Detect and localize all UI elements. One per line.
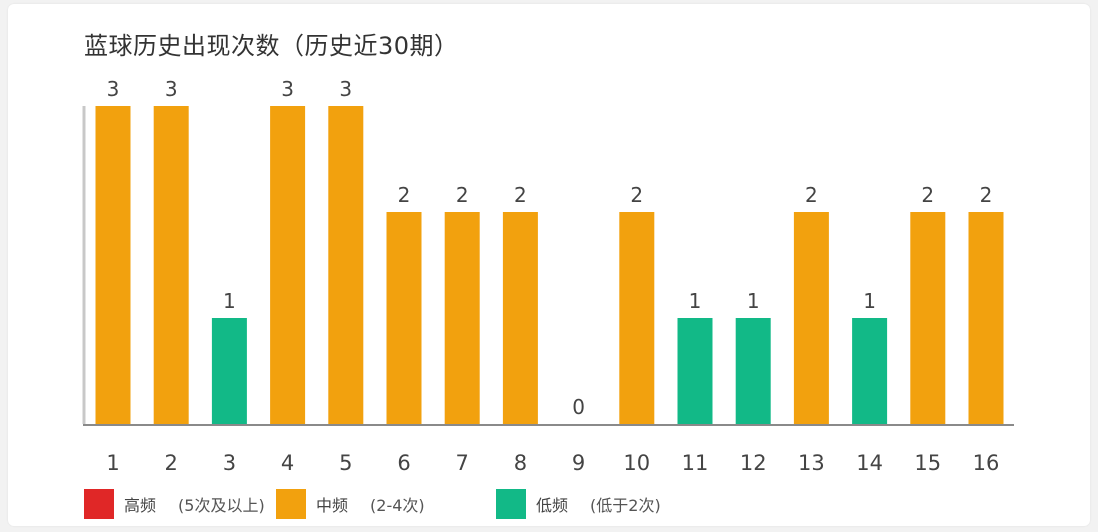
- bar-14: [852, 318, 888, 424]
- x-tick-label-3: 3: [223, 451, 236, 475]
- x-tick-label-6: 6: [397, 451, 410, 475]
- data-label-15: 2: [921, 183, 934, 207]
- data-label-7: 2: [456, 183, 469, 207]
- data-label-1: 3: [107, 77, 120, 101]
- bar-2: [153, 106, 189, 424]
- legend-range-high: (5次及以上): [178, 496, 265, 515]
- data-label-5: 3: [339, 77, 352, 101]
- bar-13: [793, 212, 829, 424]
- data-label-13: 2: [805, 183, 818, 207]
- x-tick-label-16: 16: [973, 451, 1000, 475]
- data-label-2: 3: [165, 77, 178, 101]
- legend-item-high: 高频 (5次及以上): [84, 489, 265, 519]
- data-label-11: 1: [689, 289, 702, 313]
- data-label-3: 1: [223, 289, 236, 313]
- legend-label-mid: 中频: [316, 496, 349, 515]
- x-tick-label-5: 5: [339, 451, 352, 475]
- x-tick-label-2: 2: [165, 451, 178, 475]
- bar-3: [211, 318, 247, 424]
- legend-item-mid: 中频 (2-4次): [276, 489, 425, 519]
- bar-16: [968, 212, 1004, 424]
- x-tick-label-8: 8: [514, 451, 527, 475]
- legend-label-low: 低频: [536, 496, 569, 515]
- bar-7: [444, 212, 480, 424]
- data-label-14: 1: [863, 289, 876, 313]
- legend-range-low: (低于2次): [590, 496, 661, 515]
- data-label-10: 2: [630, 183, 643, 207]
- legend-swatch-low: [496, 489, 526, 519]
- x-tick-label-1: 1: [106, 451, 119, 475]
- x-tick-label-14: 14: [856, 451, 883, 475]
- legend-label-high: 高频: [124, 496, 157, 515]
- bar-15: [910, 212, 946, 424]
- x-tick-label-12: 12: [740, 451, 767, 475]
- legend-swatch-high: [84, 489, 114, 519]
- bar-5: [328, 106, 364, 424]
- x-tick-label-7: 7: [456, 451, 469, 475]
- legend-item-low: 低频 (低于2次): [496, 489, 661, 519]
- bar-8: [502, 212, 538, 424]
- bar-12: [735, 318, 771, 424]
- legend-range-mid: (2-4次): [370, 496, 425, 515]
- bar-1: [95, 106, 131, 424]
- legend-swatch-mid: [276, 489, 306, 519]
- data-label-4: 3: [281, 77, 294, 101]
- bar-10: [619, 212, 655, 424]
- bar-4: [270, 106, 306, 424]
- x-tick-label-15: 15: [914, 451, 941, 475]
- data-label-8: 2: [514, 183, 527, 207]
- data-label-16: 2: [980, 183, 993, 207]
- data-label-12: 1: [747, 289, 760, 313]
- data-label-9: 0: [572, 395, 585, 419]
- bar-6: [386, 212, 422, 424]
- x-tick-label-11: 11: [682, 451, 709, 475]
- bar-11: [677, 318, 713, 424]
- data-label-6: 2: [398, 183, 411, 207]
- x-tick-label-4: 4: [281, 451, 294, 475]
- chart-title: 蓝球历史出现次数（历史近30期）: [84, 32, 459, 60]
- x-tick-label-10: 10: [623, 451, 650, 475]
- x-tick-label-13: 13: [798, 451, 825, 475]
- x-tick-label-9: 9: [572, 451, 585, 475]
